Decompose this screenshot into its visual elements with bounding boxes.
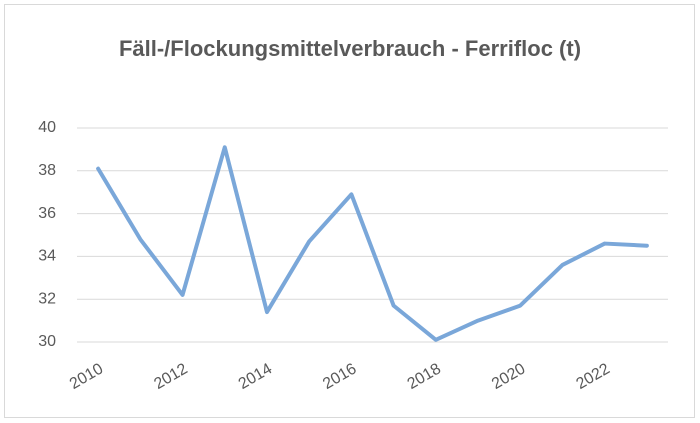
x-tick-label: 2012 [151,360,190,393]
y-tick-label: 38 [38,162,56,179]
chart-border [4,4,695,418]
x-tick-label: 2010 [67,360,106,393]
y-tick-label: 30 [38,333,56,350]
data-line [96,145,649,342]
x-tick-label: 2014 [236,360,275,393]
y-tick-label: 36 [38,205,56,222]
x-tick-label: 2020 [489,360,528,393]
x-tick-label: 2018 [405,360,444,393]
x-tick-label: 2022 [573,360,612,393]
x-tick-label: 2016 [320,360,359,393]
y-tick-label: 40 [38,119,56,136]
y-tick-label: 32 [38,290,56,307]
chart-title: Fäll-/Flockungsmittelverbrauch - Ferrifl… [118,36,582,61]
y-tick-label: 34 [38,248,56,265]
